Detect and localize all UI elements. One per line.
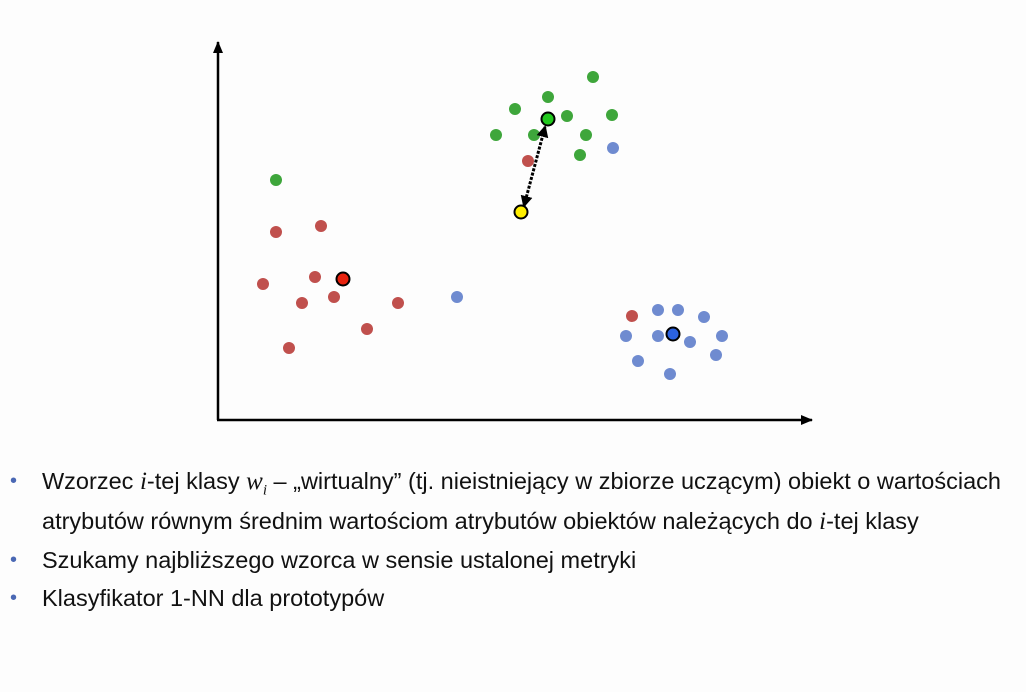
red-class-point xyxy=(315,220,327,232)
blue-class-point xyxy=(451,291,463,303)
red-class-point xyxy=(626,310,638,322)
blue-class-point xyxy=(632,355,644,367)
blue-class-point xyxy=(664,368,676,380)
green-class-point xyxy=(542,91,554,103)
green-class-prototype xyxy=(540,111,556,127)
bullet-item-1nn-classifier: • Klasyfikator 1-NN dla prototypów xyxy=(10,584,385,611)
red-class-point xyxy=(392,297,404,309)
index-i: i xyxy=(139,468,147,495)
blue-class-point xyxy=(710,349,722,361)
blue-class-point xyxy=(672,304,684,316)
blue-class-point xyxy=(620,330,632,342)
green-class-point xyxy=(606,109,618,121)
prototype-symbol: w xyxy=(246,468,263,495)
prototype-symbol-subscript: i xyxy=(262,482,267,499)
bullet-icon: • xyxy=(10,470,18,492)
green-class-point xyxy=(270,174,282,186)
red-class-prototype xyxy=(335,271,351,287)
prototypes xyxy=(335,111,681,342)
green-class-point xyxy=(580,129,592,141)
red-class-point xyxy=(257,278,269,290)
blue-class-point xyxy=(652,304,664,316)
blue-class-point xyxy=(698,311,710,323)
red-class-point xyxy=(328,291,340,303)
bullet-list: • Wzorzec i-tej klasy wi – „wirtualny” (… xyxy=(8,466,1018,621)
bullet-icon: • xyxy=(10,586,18,609)
red-class-point xyxy=(283,342,295,354)
green-class-point xyxy=(509,103,521,115)
blue-class-prototype xyxy=(665,326,681,342)
red-class-point xyxy=(309,271,321,283)
index-i: i xyxy=(819,507,827,535)
red-class-point xyxy=(296,297,308,309)
red-class-point xyxy=(361,323,373,335)
red-class-point xyxy=(522,155,534,167)
blue-class-point xyxy=(652,330,664,342)
scatter-diagram xyxy=(213,41,813,425)
green-class-point xyxy=(587,71,599,83)
green-class-point xyxy=(528,129,540,141)
blue-class-point xyxy=(607,142,619,154)
distance-arrow xyxy=(520,125,549,208)
green-class-point xyxy=(561,110,573,122)
red-class-point xyxy=(270,226,282,238)
bullet-icon: • xyxy=(10,548,18,571)
green-class-point xyxy=(490,129,502,141)
bullet-item-nearest-prototype: • Szukamy najbliższego wzorca w sensie u… xyxy=(10,546,637,573)
query-point xyxy=(513,204,529,220)
data-points xyxy=(257,71,728,380)
blue-class-point xyxy=(684,336,696,348)
bullet-item-prototype-definition: • Wzorzec i-tej klasy wi – „wirtualny” (… xyxy=(10,468,1001,535)
blue-class-point xyxy=(716,330,728,342)
green-class-point xyxy=(574,149,586,161)
